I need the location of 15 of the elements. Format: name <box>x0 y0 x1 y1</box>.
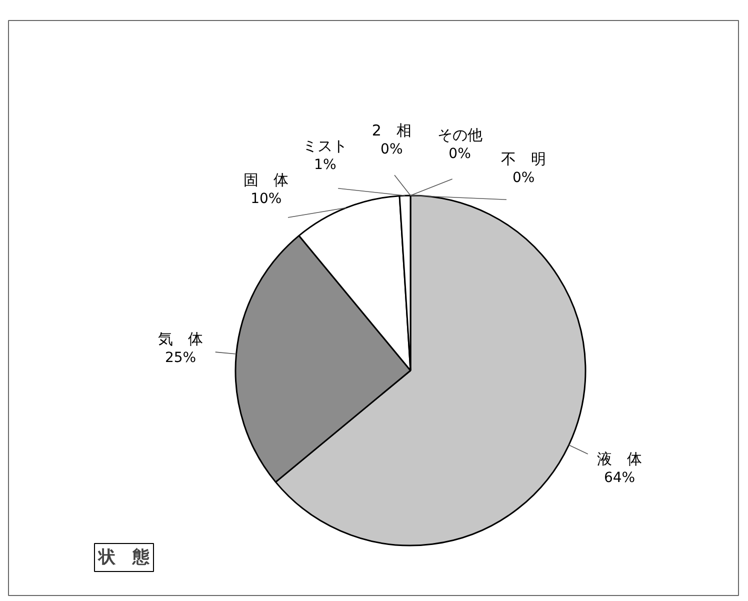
text: 0% <box>380 141 403 158</box>
data-label: 64% <box>604 470 636 486</box>
data-label: 25% <box>164 350 196 366</box>
slice-label: 気 体 <box>158 330 204 348</box>
slice-label: ミスト <box>302 136 348 155</box>
slice-label: 固 体 <box>244 171 289 190</box>
text: 状 態 <box>98 548 150 568</box>
text: 0% <box>512 170 535 186</box>
category-label: 不 明 <box>501 150 546 168</box>
data-label: 1% <box>314 156 336 173</box>
category-label: その他 <box>437 126 482 144</box>
text: 0% <box>448 146 471 162</box>
data-label: 10% <box>250 191 282 208</box>
slice-label: 液 体 <box>597 450 642 468</box>
category-label: 2 相 <box>372 121 412 140</box>
